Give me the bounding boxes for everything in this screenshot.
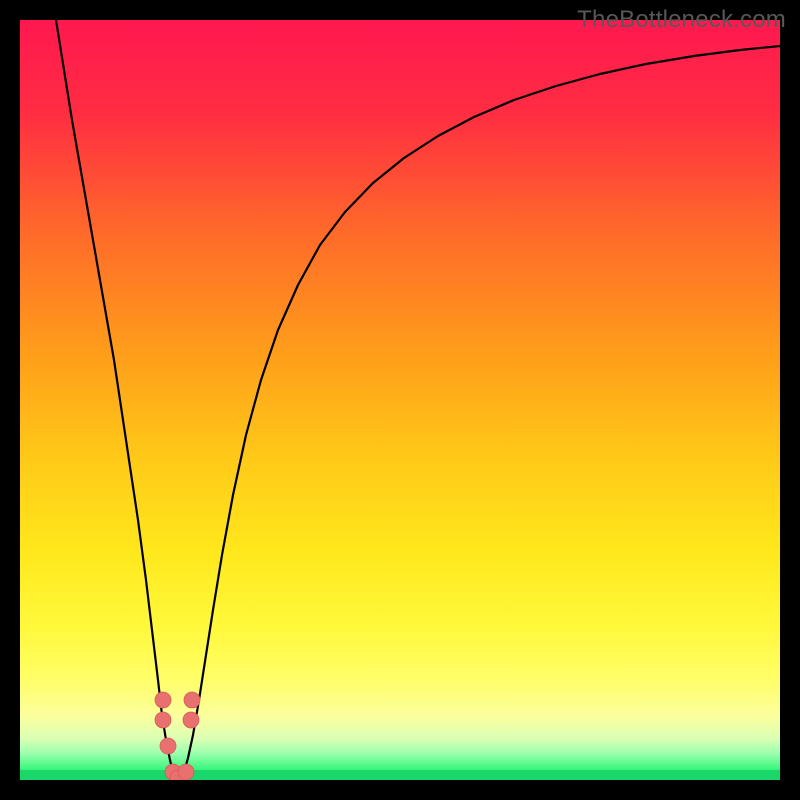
marker-dot	[183, 712, 199, 728]
bottleneck-chart: TheBottleneck.com	[0, 0, 800, 800]
chart-svg	[0, 0, 800, 800]
marker-dot	[155, 692, 171, 708]
marker-dot	[160, 738, 176, 754]
marker-dot	[184, 692, 200, 708]
plot-background	[20, 20, 780, 780]
watermark-text: TheBottleneck.com	[577, 6, 786, 34]
marker-dot	[155, 712, 171, 728]
marker-dot	[178, 764, 194, 780]
green-band	[20, 770, 780, 780]
